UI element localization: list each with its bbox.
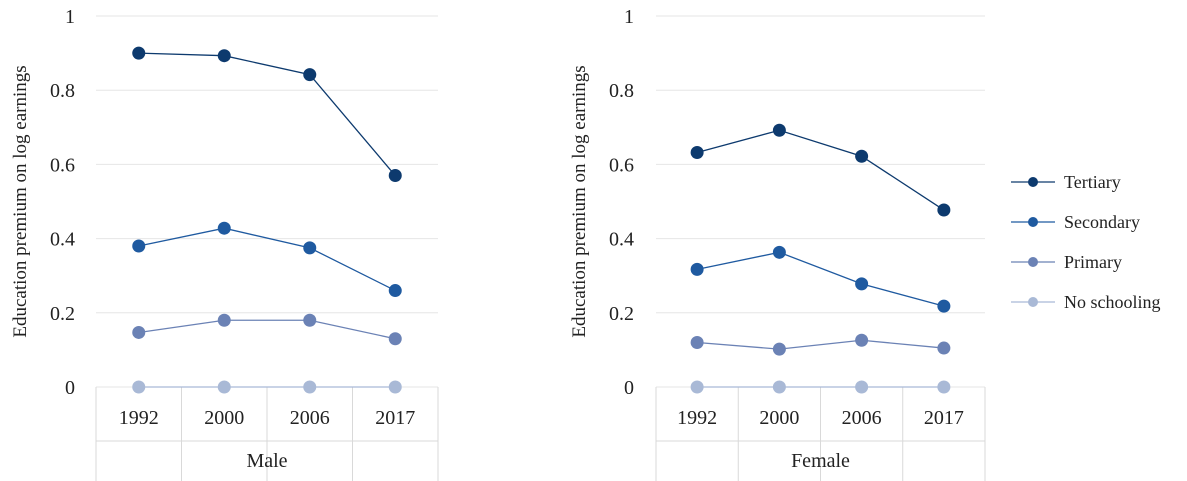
data-point [303, 313, 317, 327]
y-tick-label: 1 [624, 6, 634, 28]
y-tick-label: 0 [624, 377, 634, 399]
y-tick-label: 0.6 [50, 154, 75, 176]
x-tick-label: 1992 [677, 407, 717, 429]
data-point [855, 277, 869, 291]
y-tick-label: 0.4 [50, 229, 75, 251]
y-tick-label: 0.4 [609, 229, 634, 251]
data-point [855, 149, 869, 163]
data-point [132, 380, 146, 394]
data-point [690, 146, 704, 160]
series-tertiary [690, 123, 951, 217]
series-secondary [132, 221, 402, 298]
x-tick-label: 2017 [924, 407, 964, 429]
series-line [138, 319, 396, 340]
data-point [388, 380, 402, 394]
data-point [690, 262, 704, 276]
series-line [138, 227, 396, 292]
y-tick-label: 0 [65, 377, 75, 399]
series-secondary [690, 245, 951, 313]
y-tick-label: 0.2 [609, 303, 634, 325]
data-point [937, 299, 951, 313]
data-point [772, 245, 786, 259]
series-line [138, 52, 396, 176]
data-point [217, 380, 231, 394]
legend-marker [1028, 297, 1038, 307]
data-point [132, 239, 146, 253]
legend-item-primary: Primary [1011, 252, 1122, 272]
y-tick-label: 0.6 [609, 154, 634, 176]
data-point [772, 123, 786, 137]
legend: Tertiary Secondary Primary No schooling [1011, 172, 1161, 312]
female-panel: 0 0.2 0.4 0.6 0.8 1 1992 2000 2006 2017 Female Educ… [569, 6, 986, 481]
legend-item-secondary: Secondary [1011, 212, 1140, 232]
y-tick-label: 0.2 [50, 303, 75, 325]
series-tertiary [132, 46, 402, 183]
data-point [772, 380, 786, 394]
data-point [388, 169, 402, 183]
legend-item-no-schooling: No schooling [1011, 292, 1161, 312]
y-tick-label: 0.8 [609, 80, 634, 102]
data-point [855, 333, 869, 347]
data-point [388, 284, 402, 298]
legend-label: Tertiary [1064, 172, 1121, 192]
series-line [697, 339, 944, 350]
y-tick-label: 1 [65, 6, 75, 28]
series-no-schooling [132, 380, 402, 394]
data-point [937, 203, 951, 217]
data-point [303, 380, 317, 394]
series-line [696, 129, 945, 211]
x-tick-label: 2006 [290, 407, 330, 429]
data-point [690, 335, 704, 349]
legend-label: Secondary [1064, 212, 1140, 232]
data-point [772, 342, 786, 356]
data-point [303, 241, 317, 255]
series-no-schooling [690, 380, 951, 394]
x-tick-label: 2000 [204, 407, 244, 429]
data-point [217, 49, 231, 63]
data-point [855, 380, 869, 394]
data-point [217, 221, 231, 235]
panel-title: Female [791, 450, 850, 472]
y-axis-title: Education premium on log earnings [569, 65, 590, 337]
data-point [937, 380, 951, 394]
legend-marker [1028, 217, 1038, 227]
x-tick-label: 2006 [842, 407, 882, 429]
y-axis-title: Education premium on log earnings [10, 65, 31, 337]
x-tick-label: 2000 [759, 407, 799, 429]
x-tick-label: 1992 [119, 407, 159, 429]
series-line [696, 251, 945, 307]
legend-label: Primary [1064, 252, 1122, 272]
y-tick-label: 0.8 [50, 80, 75, 102]
series-primary [690, 333, 951, 356]
legend-label: No schooling [1064, 292, 1161, 312]
data-point [303, 68, 317, 82]
data-point [132, 46, 146, 60]
legend-marker [1028, 177, 1038, 187]
series-primary [132, 313, 402, 346]
x-tick-label: 2017 [375, 407, 415, 429]
data-point [132, 325, 146, 339]
legend-item-tertiary: Tertiary [1011, 172, 1121, 192]
panel-title: Male [246, 450, 287, 472]
data-point [690, 380, 704, 394]
data-point [937, 341, 951, 355]
data-point [217, 313, 231, 327]
legend-marker [1028, 257, 1038, 267]
data-point [388, 332, 402, 346]
male-panel: 0 0.2 0.4 0.6 0.8 1 1992 2000 2006 2017 Male Educat… [10, 6, 439, 481]
